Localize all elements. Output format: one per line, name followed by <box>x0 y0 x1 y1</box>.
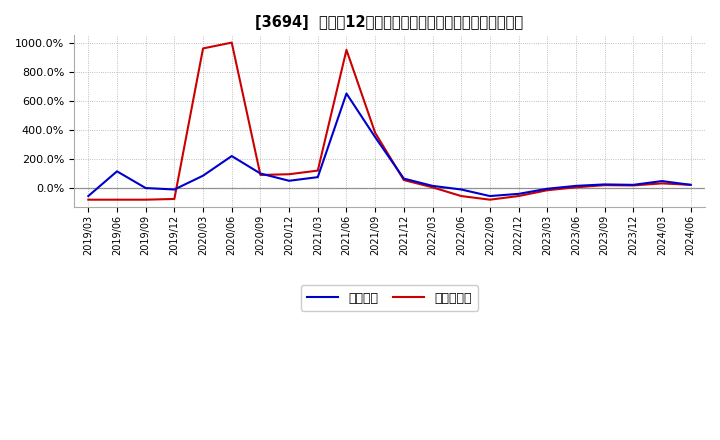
経常利益 <box>514 191 523 197</box>
当期純利益 <box>686 182 695 187</box>
経常利益 <box>112 169 121 174</box>
当期純利益 <box>600 183 609 188</box>
当期純利益 <box>313 168 322 173</box>
経常利益 <box>342 91 351 96</box>
当期純利益 <box>285 172 294 177</box>
経常利益 <box>600 182 609 187</box>
当期純利益 <box>84 197 93 202</box>
当期純利益 <box>170 196 179 202</box>
経常利益 <box>285 178 294 183</box>
経常利益 <box>629 182 638 187</box>
当期純利益 <box>256 172 265 178</box>
当期純利益 <box>457 194 466 199</box>
当期純利益 <box>342 47 351 52</box>
経常利益 <box>485 194 494 199</box>
当期純利益 <box>400 177 408 183</box>
経常利益 <box>228 154 236 159</box>
経常利益 <box>572 183 580 188</box>
当期純利益 <box>657 181 666 186</box>
Legend: 経常利益, 当期純利益: 経常利益, 当期純利益 <box>301 285 478 311</box>
Line: 当期純利益: 当期純利益 <box>89 43 690 200</box>
経常利益 <box>199 173 207 178</box>
経常利益 <box>400 176 408 181</box>
当期純利益 <box>514 194 523 199</box>
経常利益 <box>686 182 695 187</box>
経常利益 <box>170 187 179 192</box>
当期純利益 <box>572 185 580 190</box>
Line: 経常利益: 経常利益 <box>89 94 690 196</box>
当期純利益 <box>199 46 207 51</box>
当期純利益 <box>141 197 150 202</box>
当期純利益 <box>629 183 638 188</box>
当期純利益 <box>485 197 494 202</box>
経常利益 <box>371 135 379 140</box>
Title: [3694]  利益の12か月移動合計の対前年同期増減率の推移: [3694] 利益の12か月移動合計の対前年同期増減率の推移 <box>256 15 523 30</box>
経常利益 <box>256 171 265 176</box>
当期純利益 <box>112 197 121 202</box>
経常利益 <box>543 186 552 191</box>
当期純利益 <box>371 130 379 136</box>
経常利益 <box>84 194 93 199</box>
経常利益 <box>141 185 150 191</box>
当期純利益 <box>228 40 236 45</box>
経常利益 <box>313 175 322 180</box>
経常利益 <box>428 183 437 188</box>
経常利益 <box>657 179 666 184</box>
経常利益 <box>457 187 466 192</box>
当期純利益 <box>543 187 552 193</box>
当期純利益 <box>428 185 437 190</box>
